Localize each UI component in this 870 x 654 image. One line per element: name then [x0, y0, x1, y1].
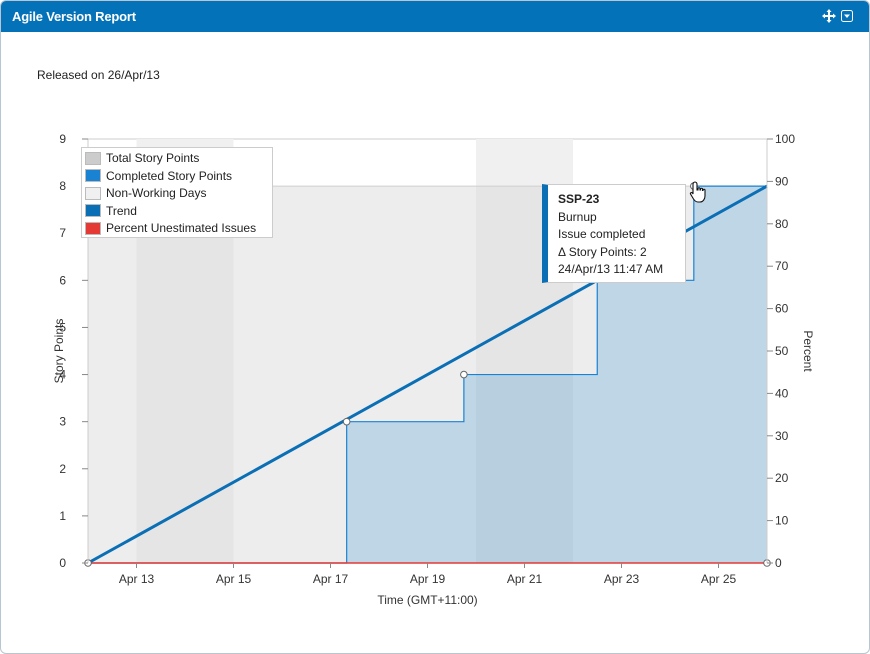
y-tick-label: 9	[59, 132, 66, 146]
y2-tick-label: 20	[775, 471, 789, 485]
y-axis-title: Story Points	[52, 319, 66, 384]
x-tick-label: Apr 17	[313, 572, 349, 586]
y-tick-label: 5	[59, 320, 66, 334]
tooltip-event: Issue completed	[558, 227, 646, 241]
y2-tick-label: 100	[775, 132, 795, 146]
legend-item: Trend	[85, 203, 137, 219]
x-axis-title: Time (GMT+11:00)	[377, 593, 477, 607]
y2-axis-title: Percent	[801, 330, 815, 372]
legend-item: Total Story Points	[85, 150, 199, 166]
y2-tick-label: 90	[775, 174, 789, 188]
completed-story-points-line	[88, 185, 767, 564]
tooltip-delta: Δ Story Points: 2	[558, 244, 647, 259]
legend-swatch	[85, 204, 101, 217]
legend-label: Percent Unestimated Issues	[106, 221, 257, 235]
y-tick-label: 3	[59, 415, 66, 429]
x-tick-label: Apr 13	[119, 572, 155, 586]
y-tick-label: 8	[59, 179, 66, 193]
legend-swatch	[85, 221, 101, 235]
y-tick-label: 2	[59, 462, 66, 476]
tooltip-type: Burnup	[558, 209, 597, 224]
y2-tick-label: 70	[775, 259, 789, 273]
y-tick-label: 1	[59, 509, 66, 523]
legend-item: Non-Working Days	[85, 185, 206, 201]
x-tick-label: Apr 19	[410, 572, 446, 586]
x-tick-label: Apr 23	[604, 572, 640, 586]
y2-tick-label: 0	[775, 556, 782, 570]
legend-swatch	[85, 151, 101, 165]
x-tick-label: Apr 21	[507, 572, 543, 586]
gadget-header: Agile Version Report	[1, 1, 869, 32]
x-tick-label: Apr 15	[216, 572, 252, 586]
gadget-title: Agile Version Report	[12, 9, 136, 24]
y2-tick-label: 50	[775, 344, 789, 358]
y2-tick-label: 10	[775, 514, 789, 528]
y-tick-label: 4	[59, 368, 66, 382]
chart-legend: Total Story Points Completed Story Points…	[81, 147, 273, 238]
legend-swatch	[85, 186, 101, 200]
y-tick-label: 7	[59, 226, 66, 240]
data-point-marker	[460, 370, 468, 379]
dropdown-menu-icon[interactable]	[841, 10, 853, 22]
y2-tick-label: 60	[775, 302, 789, 316]
y-tick-label: 0	[59, 556, 66, 570]
y2-tick-label: 80	[775, 217, 789, 231]
data-point-marker	[342, 417, 351, 426]
legend-item: Completed Story Points	[85, 168, 232, 184]
tooltip-time: 24/Apr/13 11:47 AM	[558, 262, 664, 276]
chart-tooltip: SSP-23 Burnup Issue completed Δ Story Po…	[542, 184, 686, 283]
legend-item: Percent Unestimated Issues	[85, 220, 256, 236]
release-date-text: Released on 26/Apr/13	[37, 68, 160, 82]
legend-swatch	[85, 169, 101, 182]
move-arrows-icon[interactable]	[822, 9, 836, 23]
legend-label: Non-Working Days	[106, 186, 207, 200]
y2-tick-label: 30	[775, 429, 789, 443]
y2-tick-label: 40	[775, 386, 789, 400]
legend-label: Completed Story Points	[106, 168, 233, 183]
hand-cursor-icon	[689, 181, 706, 203]
tooltip-issue-key: SSP-23	[558, 192, 600, 206]
legend-label: Trend	[106, 203, 137, 218]
x-tick-label: Apr 25	[701, 572, 737, 586]
y-tick-label: 6	[59, 273, 66, 287]
legend-label: Total Story Points	[106, 151, 200, 165]
